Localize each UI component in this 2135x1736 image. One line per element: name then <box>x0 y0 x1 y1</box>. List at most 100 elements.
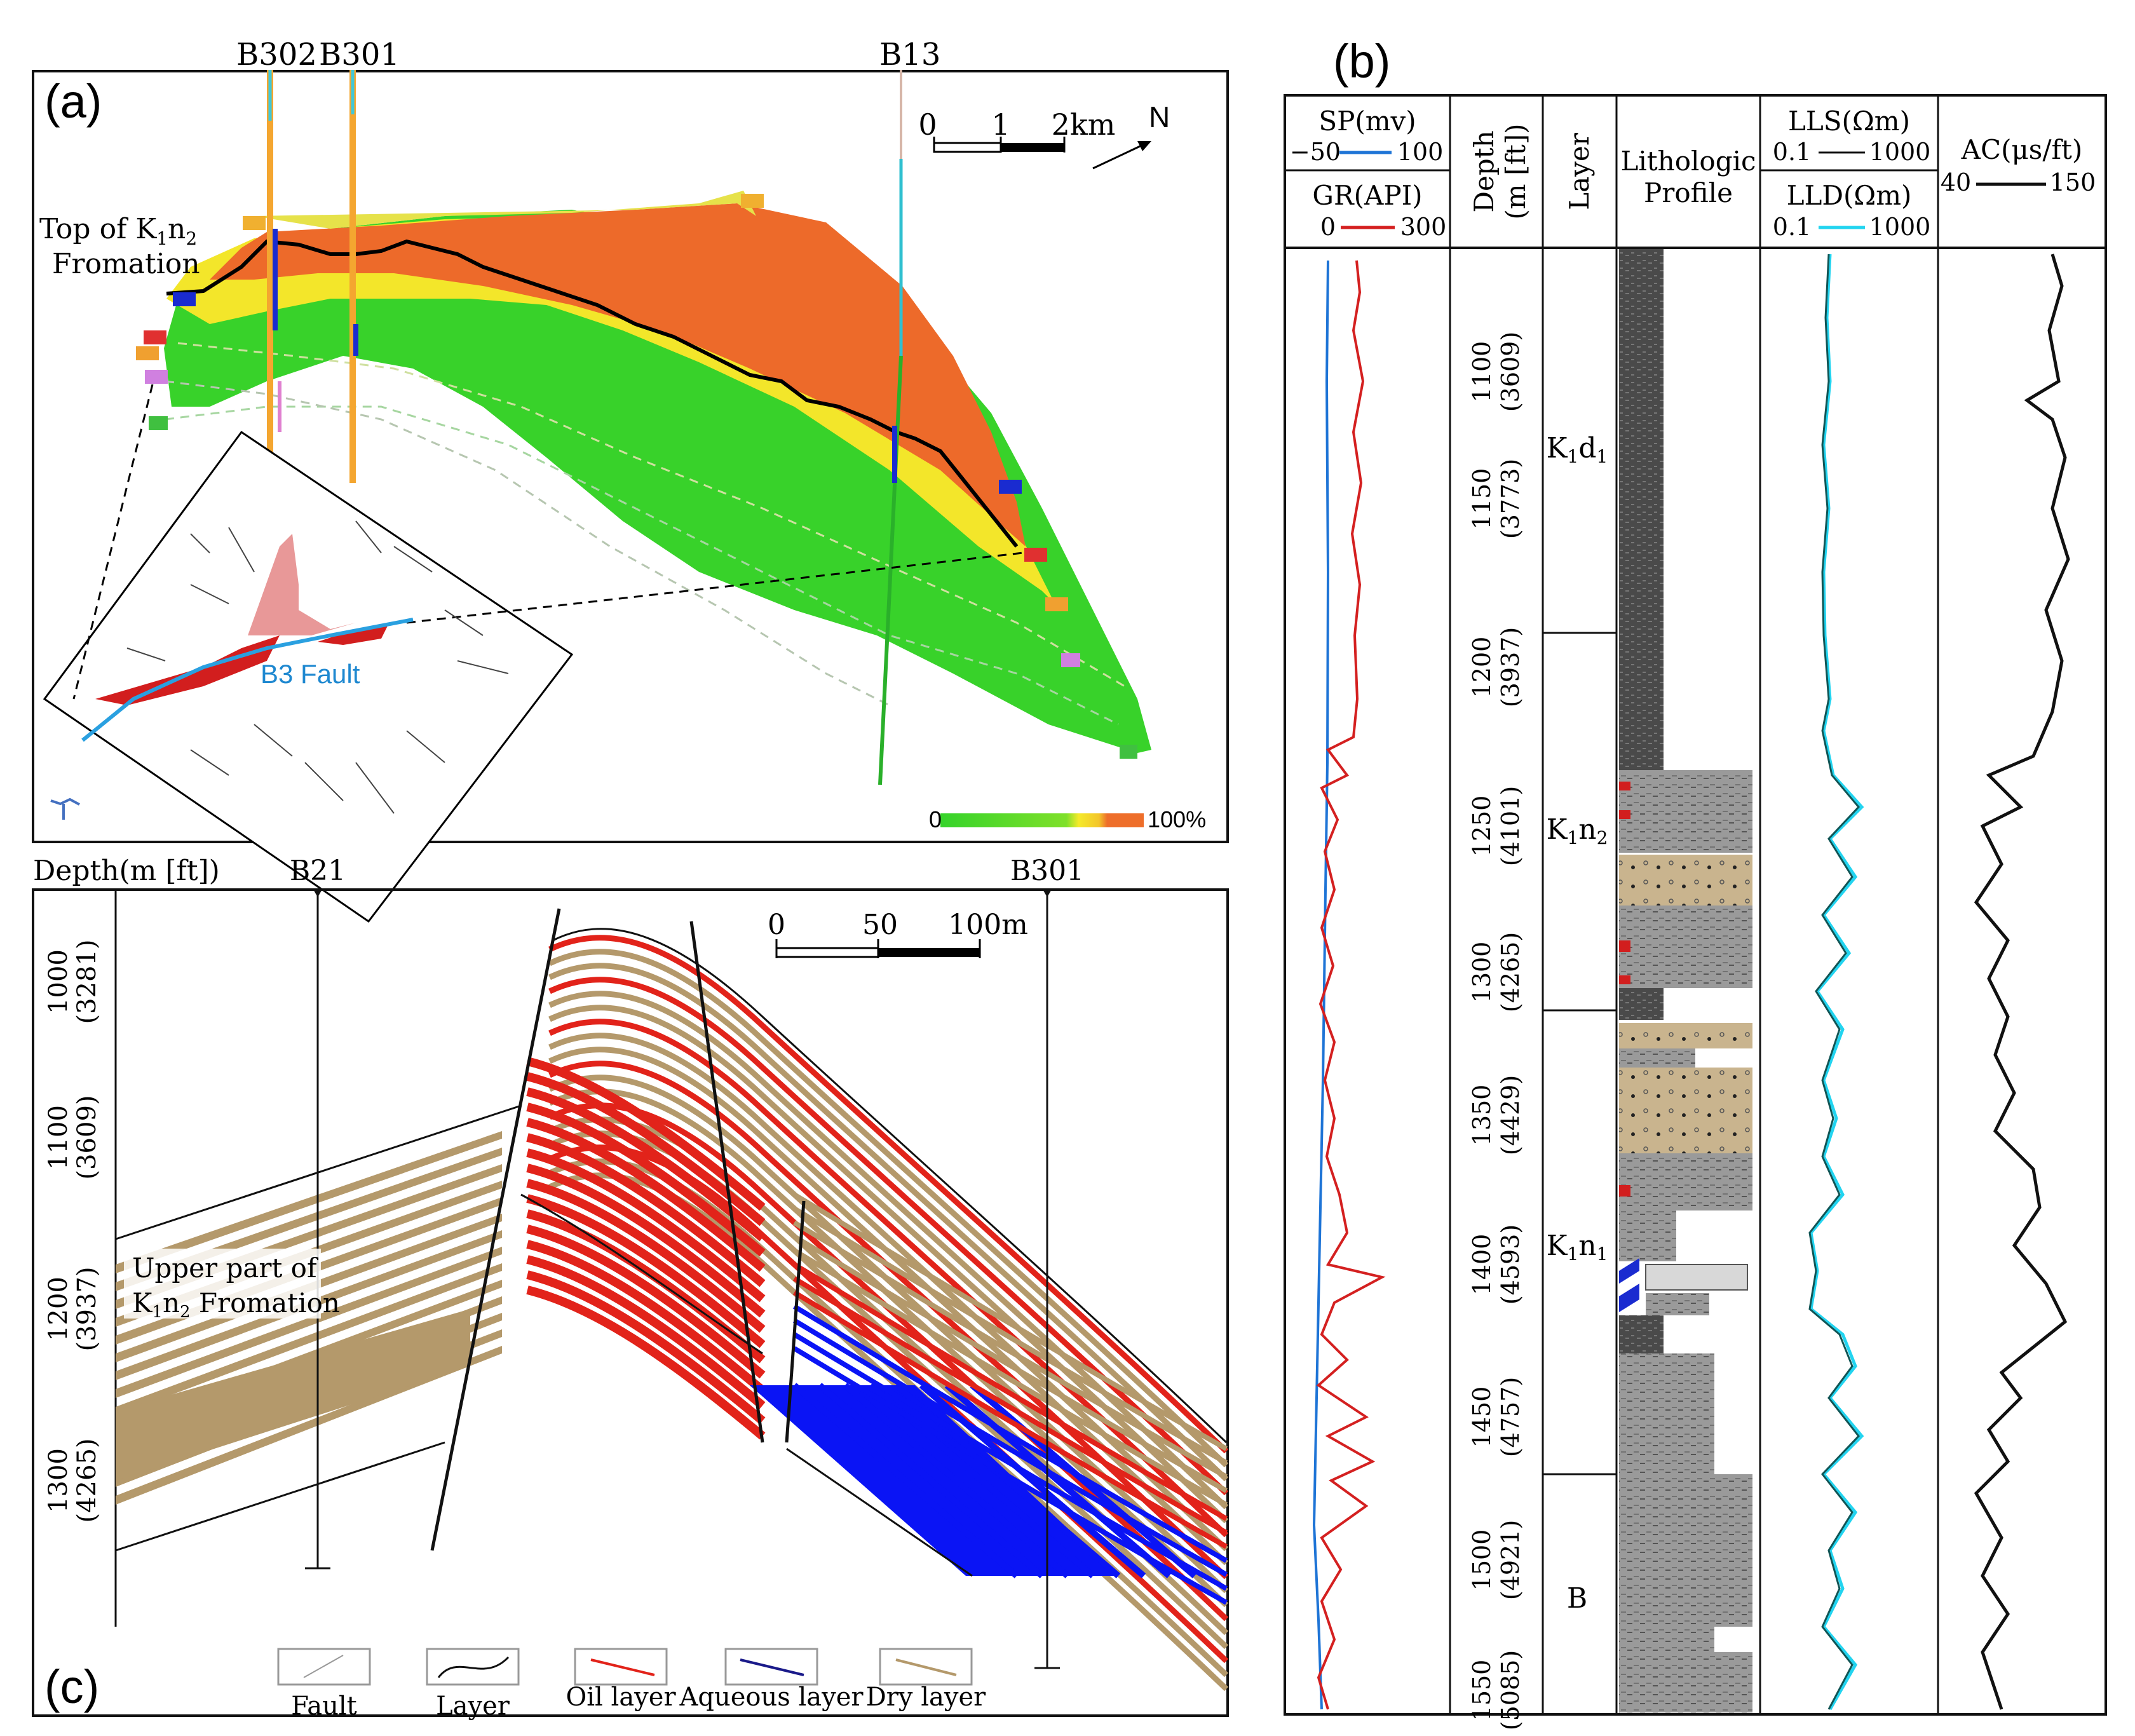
scale-a-tick-2: 2km <box>1052 107 1116 142</box>
scale-c-seg1 <box>775 947 879 958</box>
layer-boundary-line <box>115 1441 445 1552</box>
legend-oil-label: Oil layer <box>566 1683 676 1712</box>
header-sp-max: 100 <box>1397 138 1444 166</box>
header-sp-min: −50 <box>1290 138 1341 166</box>
north-arrow-head-icon <box>1137 141 1151 151</box>
colorbar <box>940 813 1144 827</box>
dry-layer <box>792 1248 1228 1507</box>
oil-layer <box>526 1240 766 1394</box>
layer-boundary-line <box>552 928 1228 1444</box>
contour-line <box>177 342 1125 688</box>
panel-a-label: (a) <box>44 75 102 128</box>
oil-layer <box>526 1118 766 1272</box>
header-lls: LLS(Ωm) <box>1788 105 1910 137</box>
reservoir-cap <box>254 191 756 229</box>
central-fault-block <box>520 928 1229 1692</box>
depth-tick-m: 1450 <box>1468 1387 1496 1448</box>
compass-icon <box>50 797 80 820</box>
fault-line <box>785 1200 806 1443</box>
aqueous-layer <box>792 1346 1228 1605</box>
legend-dry-icon <box>895 1658 957 1676</box>
c-depth-tick-m: 1200 <box>44 1277 73 1341</box>
dry-layer <box>548 963 1229 1482</box>
oil-layer <box>526 1270 766 1425</box>
oil-layer <box>526 1072 766 1226</box>
oil-layer <box>526 1133 766 1287</box>
dry-layer <box>792 1220 1228 1479</box>
panel-a-frame <box>32 70 1229 843</box>
header-gr-min: 0 <box>1320 213 1336 241</box>
header-ac-min: 40 <box>1941 168 1971 196</box>
colorbar-min: 0 <box>929 806 942 832</box>
litho-silt <box>1645 1264 1748 1291</box>
litho-silt <box>1619 905 1752 988</box>
legend-layer-label: Layer <box>436 1692 510 1721</box>
annotation-k1n2: K1n2 Fromation <box>132 1287 340 1322</box>
legend-fault-icon <box>303 1655 344 1678</box>
panel-b-label: (b) <box>1333 35 1390 88</box>
scale-a-seg1 <box>933 142 1002 153</box>
inset-fault-block <box>248 534 356 635</box>
c-depth-tick-ft: (4265) <box>72 1438 102 1522</box>
litho-oil-mark <box>1619 940 1630 952</box>
inset-contours <box>126 520 509 814</box>
legend-fault-label: Fault <box>291 1692 357 1721</box>
litho-sand <box>1619 1068 1752 1153</box>
lld-curve <box>1809 254 1864 1711</box>
reservoir-orange <box>210 203 1026 546</box>
aqueous-layer <box>792 1332 1228 1591</box>
header-ac-max: 150 <box>2050 168 2096 196</box>
litho-silt <box>1619 1353 1714 1474</box>
header-sp: SP(mv) <box>1318 105 1416 137</box>
depth-tick-m: 1150 <box>1468 468 1496 530</box>
fault-inset <box>43 430 574 923</box>
panel-c-label: (c) <box>44 1660 99 1713</box>
litho-water-mark <box>1619 1258 1639 1284</box>
scale-c-tick-1: 50 <box>862 909 898 941</box>
oil-layer <box>792 1262 1228 1521</box>
depth-tick-m: 1300 <box>1468 942 1496 1003</box>
panel-b: (b) SP(mv) −50 100 GR(API) 0 300 Depth (… <box>1284 35 2107 1730</box>
oil-layer <box>526 1148 766 1303</box>
header-lls-max: 1000 <box>1869 138 1931 166</box>
litho-silt <box>1619 1048 1695 1068</box>
depth-tick-ft: (4429) <box>1496 1075 1524 1155</box>
litho-silt <box>1619 1652 1752 1712</box>
inset-leader-line <box>72 384 154 700</box>
panel-c-frame <box>32 888 1229 1717</box>
legend-oil-icon <box>590 1658 655 1676</box>
aqueous-layer <box>792 1304 1228 1563</box>
litho-silt <box>1619 1474 1752 1627</box>
aqueous-layer <box>792 1318 1228 1577</box>
marker-tag <box>1024 548 1047 562</box>
marker-tag <box>149 416 168 430</box>
panel-c-depth-title: Depth(m [ft]) <box>33 855 220 887</box>
header-ac: AC(μs/ft) <box>1961 134 2083 165</box>
top-k1n2-label-line2: Fromation <box>52 248 200 280</box>
dry-layer <box>548 949 1229 1468</box>
litho-oil-mark <box>1619 782 1630 790</box>
c-depth-tick-ft: (3937) <box>72 1266 102 1351</box>
header-lld-min: 0.1 <box>1773 213 1811 241</box>
dry-layer <box>116 1309 470 1481</box>
fault-line <box>430 908 561 1551</box>
dry-layer <box>116 1247 502 1398</box>
marker-tag <box>136 346 159 360</box>
layer-boundary-line <box>786 1448 973 1577</box>
header-gr-max: 300 <box>1400 213 1447 241</box>
inset-oil-body <box>318 626 388 645</box>
marker-tag <box>1045 597 1068 611</box>
dry-layer <box>116 1263 502 1416</box>
header-gr: GR(API) <box>1312 180 1422 211</box>
header-lld: LLD(Ωm) <box>1787 180 1912 211</box>
oil-layer <box>526 1163 766 1318</box>
well-label-b301-c: B301 <box>1010 855 1084 887</box>
litho-mudstone <box>1619 1315 1664 1353</box>
marker-tag <box>145 370 168 384</box>
depth-tick-ft: (4101) <box>1496 786 1524 866</box>
right-fault-block <box>786 1192 1228 1605</box>
dry-layer <box>792 1234 1228 1493</box>
litho-mudstone <box>1619 249 1664 770</box>
legend-layer-swatch <box>426 1648 520 1686</box>
oil-layer <box>526 1057 766 1211</box>
